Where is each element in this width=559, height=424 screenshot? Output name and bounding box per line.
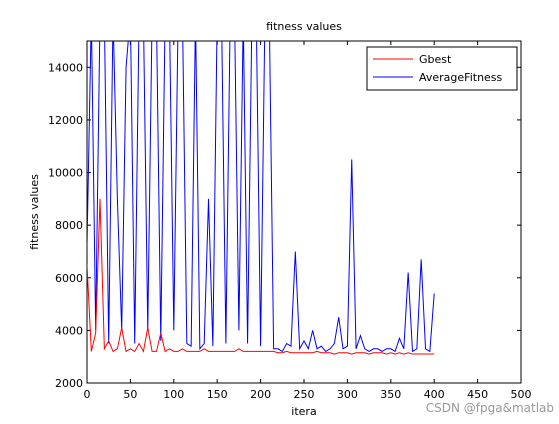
legend-box <box>366 46 518 91</box>
x-tick-label: 450 <box>467 388 488 401</box>
y-axis-label: fitness values <box>28 174 41 250</box>
y-tick-label: 2000 <box>55 377 83 390</box>
y-tick-label: 8000 <box>55 219 83 232</box>
chart-title: fitness values <box>266 20 342 33</box>
axes-box <box>86 40 522 384</box>
watermark: CSDN @fpga&matlab <box>426 401 554 415</box>
x-tick-label: 400 <box>424 388 445 401</box>
plot-area <box>87 41 435 355</box>
x-tick-label: 50 <box>123 388 137 401</box>
legend-label: Gbest <box>419 53 452 66</box>
series-line <box>87 198 435 355</box>
x-tick-label: 100 <box>163 388 184 401</box>
y-tick-label: 6000 <box>55 272 83 285</box>
x-tick-label: 250 <box>294 388 315 401</box>
x-tick-label: 200 <box>250 388 271 401</box>
x-tick-label: 500 <box>511 388 532 401</box>
y-tick-label: 12000 <box>48 114 83 127</box>
x-tick-label: 0 <box>84 388 91 401</box>
y-tick-label: 4000 <box>55 324 83 337</box>
x-tick-label: 350 <box>380 388 401 401</box>
y-tick-label: 10000 <box>48 167 83 180</box>
x-axis-label: itera <box>291 405 316 418</box>
series-line <box>87 41 435 353</box>
x-tick-label: 300 <box>337 388 358 401</box>
y-tick-label: 14000 <box>48 61 83 74</box>
legend-label: AverageFitness <box>419 71 503 84</box>
x-tick-label: 150 <box>207 388 228 401</box>
